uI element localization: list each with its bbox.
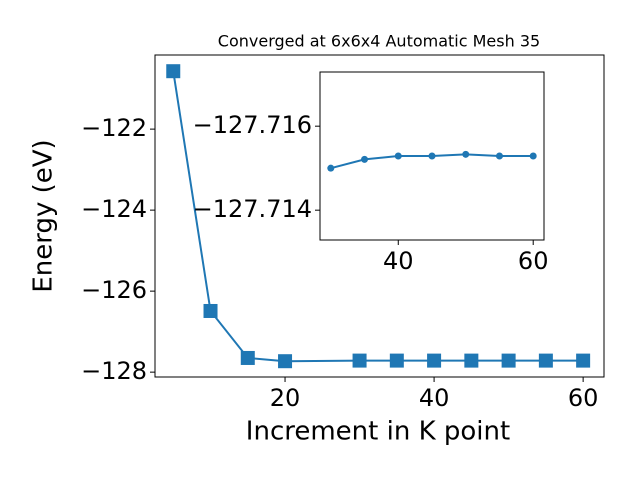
data-marker (501, 353, 516, 368)
data-marker (278, 354, 293, 369)
data-marker (166, 64, 181, 79)
data-marker (240, 350, 255, 365)
data-marker (352, 353, 367, 368)
y-tick-label: −126 (81, 276, 147, 304)
y-tick-label: −122 (81, 114, 147, 142)
x-tick-label: 60 (518, 247, 549, 275)
x-tick-label: 40 (383, 247, 414, 275)
data-marker (427, 353, 442, 368)
data-marker (203, 303, 218, 318)
data-marker (462, 150, 470, 158)
data-marker (464, 353, 479, 368)
chart-title: Converged at 6x6x4 Automatic Mesh 35 (218, 32, 540, 51)
y-axis-label: Energy (eV) (29, 139, 59, 292)
y-tick-label: −124 (81, 195, 147, 223)
x-tick-label: 60 (568, 384, 599, 412)
x-axis-label: Increment in K point (246, 417, 510, 447)
x-tick-label: 20 (270, 384, 301, 412)
data-marker (394, 152, 402, 160)
data-marker (428, 152, 436, 160)
data-marker (361, 155, 369, 163)
data-marker (576, 353, 591, 368)
x-tick-label: 40 (419, 384, 450, 412)
data-marker (495, 152, 503, 160)
data-marker (327, 164, 335, 172)
y-tick-label: −127.716 (193, 111, 312, 139)
data-marker (389, 353, 404, 368)
data-marker (538, 353, 553, 368)
data-marker (529, 152, 537, 160)
y-tick-label: −127.714 (193, 195, 312, 223)
y-tick-label: −128 (81, 357, 147, 385)
